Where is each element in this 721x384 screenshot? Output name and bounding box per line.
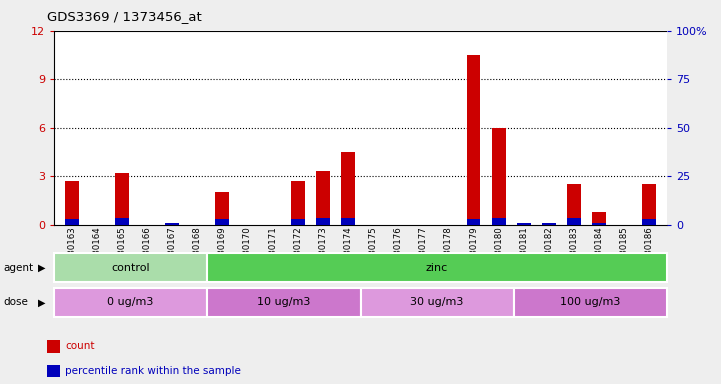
Bar bbox=[341, 218, 355, 225]
Text: zinc: zinc bbox=[426, 263, 448, 273]
Bar bbox=[216, 192, 229, 225]
Bar bbox=[567, 218, 581, 225]
Bar bbox=[642, 184, 656, 225]
Bar bbox=[592, 223, 606, 225]
Text: 0 ug/m3: 0 ug/m3 bbox=[107, 297, 154, 308]
Text: agent: agent bbox=[4, 263, 34, 273]
Bar bbox=[316, 171, 329, 225]
Text: 10 ug/m3: 10 ug/m3 bbox=[257, 297, 311, 308]
Bar bbox=[115, 173, 129, 225]
Bar bbox=[65, 181, 79, 225]
Text: percentile rank within the sample: percentile rank within the sample bbox=[65, 366, 241, 376]
Text: count: count bbox=[65, 341, 94, 351]
Bar bbox=[466, 219, 480, 225]
Bar bbox=[466, 55, 480, 225]
Bar bbox=[517, 223, 531, 225]
Bar bbox=[492, 127, 505, 225]
Text: ▶: ▶ bbox=[37, 263, 45, 273]
Text: GDS3369 / 1373456_at: GDS3369 / 1373456_at bbox=[47, 10, 202, 23]
Text: 30 ug/m3: 30 ug/m3 bbox=[410, 297, 464, 308]
Text: dose: dose bbox=[4, 297, 29, 308]
Bar bbox=[291, 219, 304, 225]
Bar bbox=[642, 219, 656, 225]
Bar bbox=[65, 219, 79, 225]
Text: ▶: ▶ bbox=[37, 297, 45, 308]
Bar bbox=[567, 184, 581, 225]
Bar bbox=[316, 218, 329, 225]
Bar bbox=[165, 223, 179, 225]
Bar bbox=[216, 219, 229, 225]
Bar bbox=[492, 218, 505, 225]
Bar bbox=[115, 218, 129, 225]
Bar bbox=[291, 181, 304, 225]
Text: 100 ug/m3: 100 ug/m3 bbox=[560, 297, 621, 308]
Bar bbox=[542, 223, 556, 225]
Text: control: control bbox=[111, 263, 150, 273]
Bar bbox=[341, 152, 355, 225]
Bar bbox=[592, 212, 606, 225]
